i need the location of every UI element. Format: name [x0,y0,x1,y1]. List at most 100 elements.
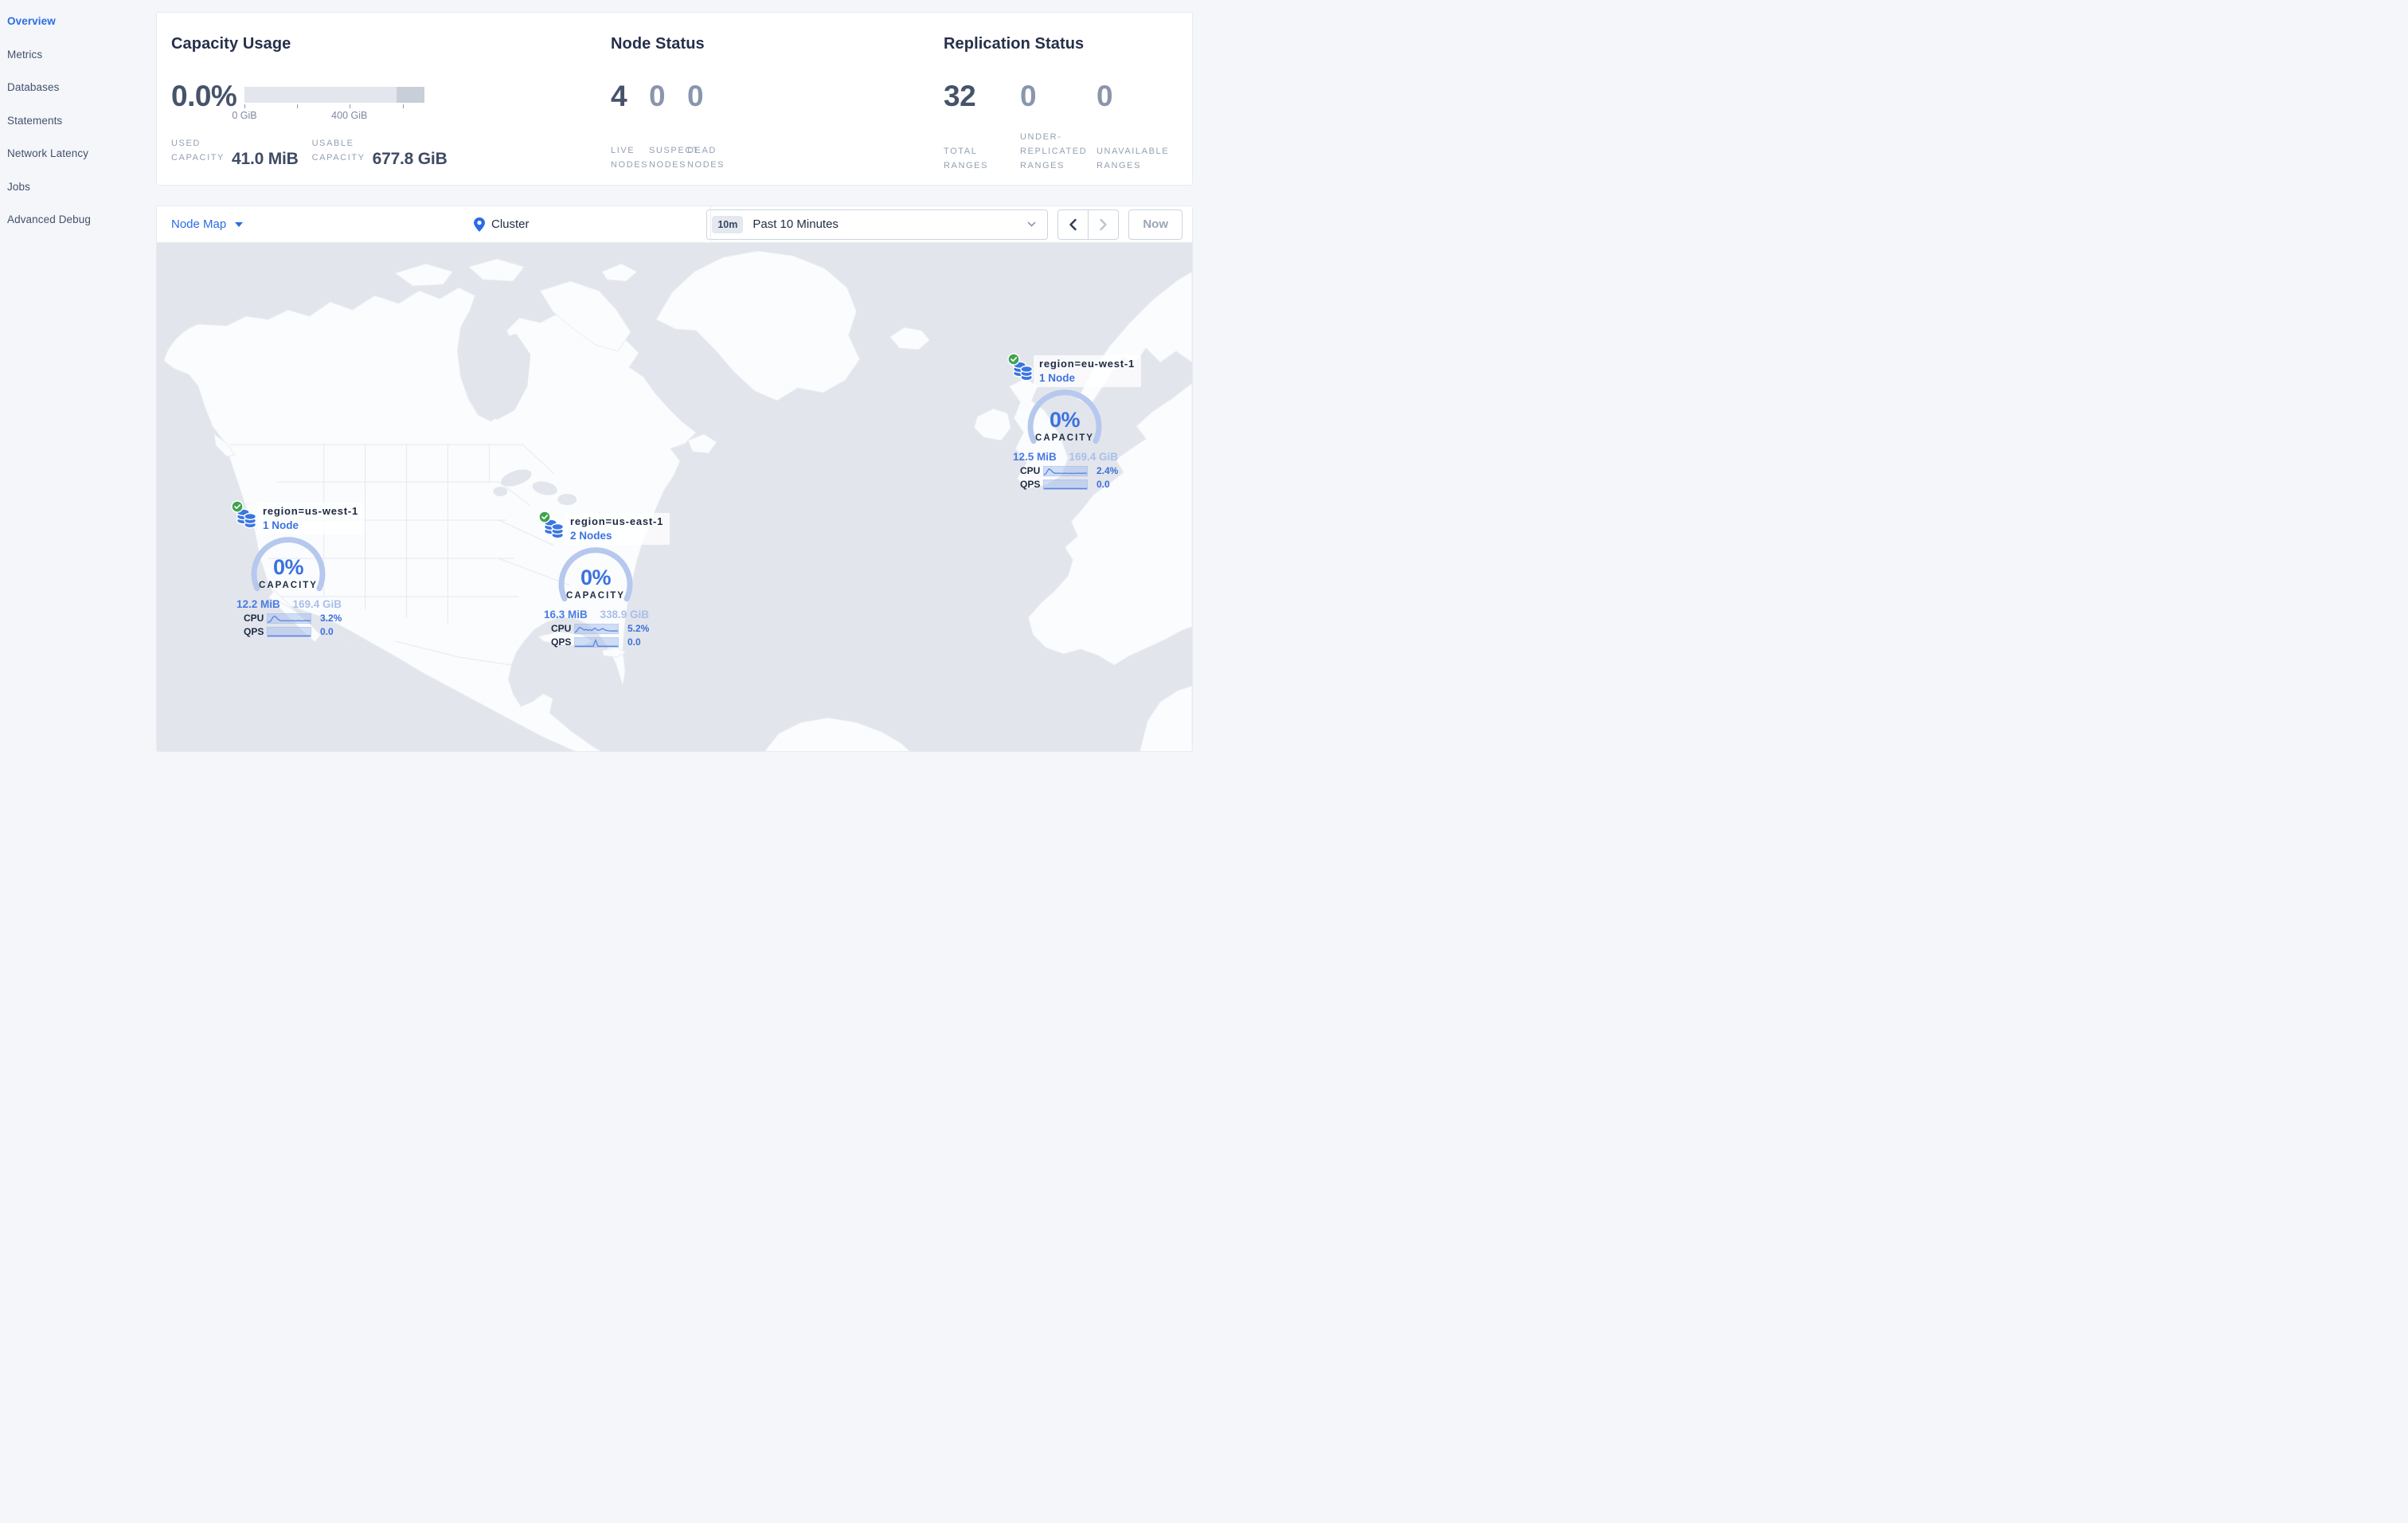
gauge-percent: 0% [1049,408,1081,432]
region-used-capacity: 12.5 MiB [1013,451,1057,463]
gauge-capacity-label: CAPACITY [566,591,625,601]
map-water-great-lake [532,481,557,495]
region-qps-row: QPS 0.0 [244,626,354,637]
map-land-newfoundland [687,433,717,454]
gauge-capacity-label: CAPACITY [259,581,318,590]
region-marker-eu-west-1[interactable]: region=eu-west-1 1 Node 0% CAPACITY 12.5… [1007,353,1142,491]
map-land-island [213,433,236,457]
region-node-count-link[interactable]: 1 Node [1039,372,1076,384]
node-map-card: Node Map Cluster 10m Past 10 Minutes [156,206,1193,752]
view-mode-dropdown[interactable]: Node Map [171,217,244,231]
sidebar-item-network-latency[interactable]: Network Latency [7,147,89,160]
replication-status-title: Replication Status [944,35,1085,53]
cpu-value: 2.4% [1096,465,1119,476]
capacity-bar-other-segment [396,87,424,103]
under-replicated-ranges-label: UNDER- REPLICATED RANGES [1020,132,1088,170]
usable-capacity-label: USABLE CAPACITY [311,139,366,162]
sidebar-item-jobs[interactable]: Jobs [7,180,30,193]
region-label-box: region=us-west-1 1 Node [257,503,366,534]
world-map-graphic [157,243,1192,751]
cpu-label: CPU [1020,465,1041,476]
used-capacity-stat: USED CAPACITY 41.0 MiB [171,137,299,167]
sidebar-item-advanced-debug[interactable]: Advanced Debug [7,213,91,226]
under-replicated-ranges-count: 0 [1020,80,1037,112]
usable-capacity-stat: USABLE CAPACITY 677.8 GiB [312,137,448,167]
capacity-axis-start-label: 0 GiB [232,110,257,121]
unavailable-ranges-count: 0 [1096,80,1113,112]
time-next-button[interactable] [1088,209,1120,240]
region-label-box: region=eu-west-1 1 Node [1034,355,1142,387]
region-marker-us-west-1[interactable]: region=us-west-1 1 Node 0% CAPACITY 12.2… [231,500,366,638]
map-land-iceland [889,327,931,350]
region-marker-us-east-1[interactable]: region=us-east-1 2 Nodes 0% CAPACITY 16.… [538,511,670,648]
time-range-badge: 10m [712,215,744,233]
map-border-line [264,481,519,597]
region-node-count-link[interactable]: 2 Nodes [570,530,612,542]
map-water-great-lake [493,487,508,496]
suspect-nodes-label: SUSPECT NODES [649,146,700,170]
live-nodes-label: LIVE NODES [611,146,649,170]
sidebar-item-databases[interactable]: Databases [7,81,60,94]
node-status-title: Node Status [611,35,705,53]
region-usable-capacity: 338.9 GiB [600,609,649,621]
unavailable-ranges-label: UNAVAILABLE RANGES [1096,146,1170,170]
region-usable-capacity: 169.4 GiB [292,598,342,610]
map-toolbar: Node Map Cluster 10m Past 10 Minutes [157,206,1192,243]
database-nodes-icon [543,518,565,539]
map-land-africa [1139,685,1192,751]
map-land-arctic-island [467,258,526,282]
region-used-capacity: 12.2 MiB [236,598,280,610]
sidebar-item-overview[interactable]: Overview [7,15,56,28]
qps-value: 0.0 [320,626,334,637]
chevron-down-icon [235,221,244,227]
used-capacity-label: USED CAPACITY [171,139,225,162]
map-border-line [276,599,512,666]
map-pin-icon [474,217,485,232]
region-qps-row: QPS 0.0 [1020,479,1130,490]
region-cpu-row: CPU 5.2% [551,623,661,634]
qps-label: QPS [1020,479,1041,490]
map-land-arctic-island [394,263,454,287]
region-name: region=us-west-1 [263,505,359,517]
dead-nodes-label: DEAD NODES [687,146,725,170]
cpu-sparkline [1043,465,1088,476]
capacity-axis-mid-label: 400 GiB [331,110,368,121]
region-name: region=us-east-1 [570,515,664,527]
map-land-europe [1027,382,1192,666]
healthy-check-icon [538,511,551,523]
now-button[interactable]: Now [1128,209,1182,240]
toolbar-divider [710,206,711,242]
cockroachdb-console-overview: { "sidebar": { "items": [ { "label": "Ov… [0,0,1204,762]
region-node-count-link[interactable]: 1 Node [263,519,299,531]
main-content: Capacity Usage 0.0% 0 GiB [156,0,1193,762]
region-cpu-row: CPU 3.2% [244,613,354,624]
qps-label: QPS [244,626,264,637]
capacity-usage-section: Capacity Usage 0.0% 0 GiB [171,33,611,185]
cpu-sparkline [267,613,311,624]
capacity-used-percent: 0.0% [171,80,237,112]
map-border-line [498,444,571,586]
time-prev-button[interactable] [1057,209,1089,240]
qps-sparkline [1043,479,1088,490]
dead-nodes-count: 0 [687,80,704,112]
gauge-percent: 0% [272,555,304,579]
node-status-section: Node Status 4 0 0 LIVE NODES SUSPECT NOD… [611,33,944,185]
map-land-greenland [655,250,861,401]
map-land-south-america [764,717,911,751]
cpu-label: CPU [244,613,264,624]
database-nodes-icon [1012,360,1034,382]
region-usable-capacity: 169.4 GiB [1069,451,1118,463]
time-range-select[interactable]: 10m Past 10 Minutes [706,209,1049,240]
map-land-ireland [973,408,1011,441]
suspect-nodes-count: 0 [649,80,666,112]
cpu-value: 5.2% [627,623,650,634]
chevron-right-icon [1100,218,1108,230]
region-qps-row: QPS 0.0 [551,636,661,648]
capacity-usage-title: Capacity Usage [171,35,291,53]
breadcrumb[interactable]: Cluster [474,217,530,232]
sidebar-item-metrics[interactable]: Metrics [7,48,43,61]
node-map[interactable]: region=us-west-1 1 Node 0% CAPACITY 12.2… [157,243,1192,751]
cpu-value: 3.2% [320,613,342,624]
region-used-capacity: 16.3 MiB [544,609,588,621]
sidebar-item-statements[interactable]: Statements [7,114,63,127]
